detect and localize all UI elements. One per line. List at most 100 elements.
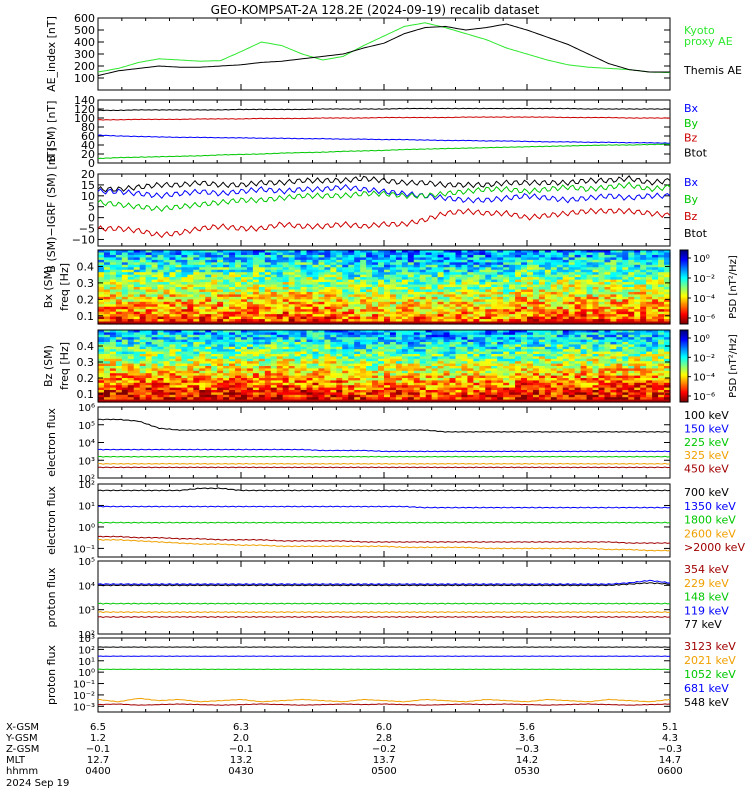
spectrogram-cell <box>616 289 623 293</box>
spectrogram-cell <box>449 321 457 325</box>
spectrogram-cell <box>223 314 230 318</box>
spectrogram-cell <box>175 368 183 372</box>
spectrogram-cell <box>270 279 278 283</box>
spectrogram-cell <box>443 262 451 266</box>
spectrogram-cell <box>241 272 248 276</box>
spectrogram-cell <box>389 390 397 393</box>
spectrogram-cell <box>223 267 230 271</box>
spectrogram-cell <box>306 378 314 381</box>
spectrogram-cell <box>109 282 117 286</box>
spectrogram-cell <box>205 294 212 298</box>
spectrogram-cell <box>145 366 153 369</box>
spectrogram-cell <box>509 279 516 283</box>
spectrogram-cell <box>664 250 671 254</box>
spectrogram-cell <box>413 370 421 374</box>
spectrogram-cell <box>193 394 200 398</box>
spectrogram-cell <box>270 358 278 362</box>
spectrogram-cell <box>115 387 123 391</box>
spectrogram-cell <box>419 358 427 362</box>
spectrogram-cell <box>98 299 105 303</box>
spectrogram-cell <box>532 296 540 300</box>
spectrogram-cell <box>461 269 469 273</box>
spectrogram-cell <box>378 287 385 291</box>
spectrogram-cell <box>622 289 629 293</box>
spectrogram-cell <box>312 390 320 393</box>
spectrogram-cell <box>199 321 206 325</box>
spectrogram-cell <box>366 274 373 278</box>
spectrogram-cell <box>163 390 171 393</box>
spectrogram-cell <box>217 361 224 365</box>
spectrogram-cell <box>616 279 623 283</box>
spectrogram-cell <box>229 363 236 367</box>
spectrogram-cell <box>300 301 308 305</box>
spectrogram-cell <box>127 387 135 391</box>
spectrogram-cell <box>270 346 278 350</box>
spectrogram-cell <box>330 394 337 398</box>
spectrogram-cell <box>187 370 194 374</box>
spectrogram-cell <box>282 380 290 384</box>
spectrogram-cell <box>270 311 278 315</box>
spectrogram-cell <box>181 397 188 401</box>
spectrogram-cell <box>300 394 308 398</box>
panel-frame <box>97 17 671 91</box>
spectrogram-cell <box>258 316 266 320</box>
spectrogram-cell <box>205 287 212 291</box>
spectrogram-cell <box>515 267 522 271</box>
spectrogram-cell <box>497 287 504 291</box>
spectrogram-cell <box>497 252 504 256</box>
spectrogram-cell <box>246 382 254 386</box>
spectrogram-cell <box>372 321 379 325</box>
spectrogram-cell <box>372 272 379 276</box>
spectrogram-cell <box>664 294 671 298</box>
spectrogram-cell <box>360 358 367 362</box>
spectrogram-cell <box>211 296 218 300</box>
spectrogram-cell <box>187 287 194 291</box>
spectrogram-cell <box>235 337 242 341</box>
spectrogram-cell <box>264 257 272 261</box>
spectrogram-cell <box>574 272 582 276</box>
spectrogram-cell <box>258 314 266 318</box>
spectrogram-cell <box>151 354 159 357</box>
spectrogram-cell <box>103 264 111 268</box>
spectrogram-cell <box>401 267 409 271</box>
spectrogram-cell <box>252 344 260 348</box>
spectrogram-cell <box>354 250 361 254</box>
spectrogram-cell <box>282 370 290 374</box>
spectrogram-cell <box>401 279 409 283</box>
spectrogram-cell <box>324 296 331 300</box>
spectrogram-cell <box>282 299 290 303</box>
spectrogram-cell <box>461 250 469 254</box>
spectrogram-cell <box>616 306 623 310</box>
spectrogram-cell <box>384 330 391 333</box>
spectrogram-cell <box>640 296 647 300</box>
spectrogram-cell <box>330 392 337 396</box>
spectrogram-cell <box>199 387 206 391</box>
spectrogram-cell <box>127 277 135 281</box>
spectrogram-cell <box>395 309 403 313</box>
spectrogram-cell <box>378 301 385 305</box>
spectrogram-cell <box>646 319 653 323</box>
spectrogram-cell <box>485 314 492 318</box>
spectrogram-cell <box>372 366 379 369</box>
spectrogram-cell <box>318 344 326 348</box>
spectrogram-cell <box>348 321 355 325</box>
spectrogram-cell <box>175 349 183 353</box>
spectrogram-cell <box>521 299 528 303</box>
spectrogram-cell <box>515 299 522 303</box>
spectrogram-cell <box>628 291 635 295</box>
spectrogram-cell <box>127 399 135 403</box>
spectrogram-cell <box>532 284 540 288</box>
spectrogram-cell <box>294 311 302 315</box>
spectrogram-cell <box>467 311 474 315</box>
spectrogram-cell <box>294 316 302 320</box>
spectrogram-cell <box>199 392 206 396</box>
spectrogram-cell <box>521 309 528 313</box>
spectrogram-cell <box>217 363 224 367</box>
spectrogram-cell <box>443 304 451 308</box>
spectrogram-cell <box>389 358 397 362</box>
spectrogram-cell <box>401 334 409 338</box>
spectrogram-cell <box>437 394 445 398</box>
spectrogram-cell <box>330 368 337 372</box>
spectrogram-cell <box>473 299 480 303</box>
